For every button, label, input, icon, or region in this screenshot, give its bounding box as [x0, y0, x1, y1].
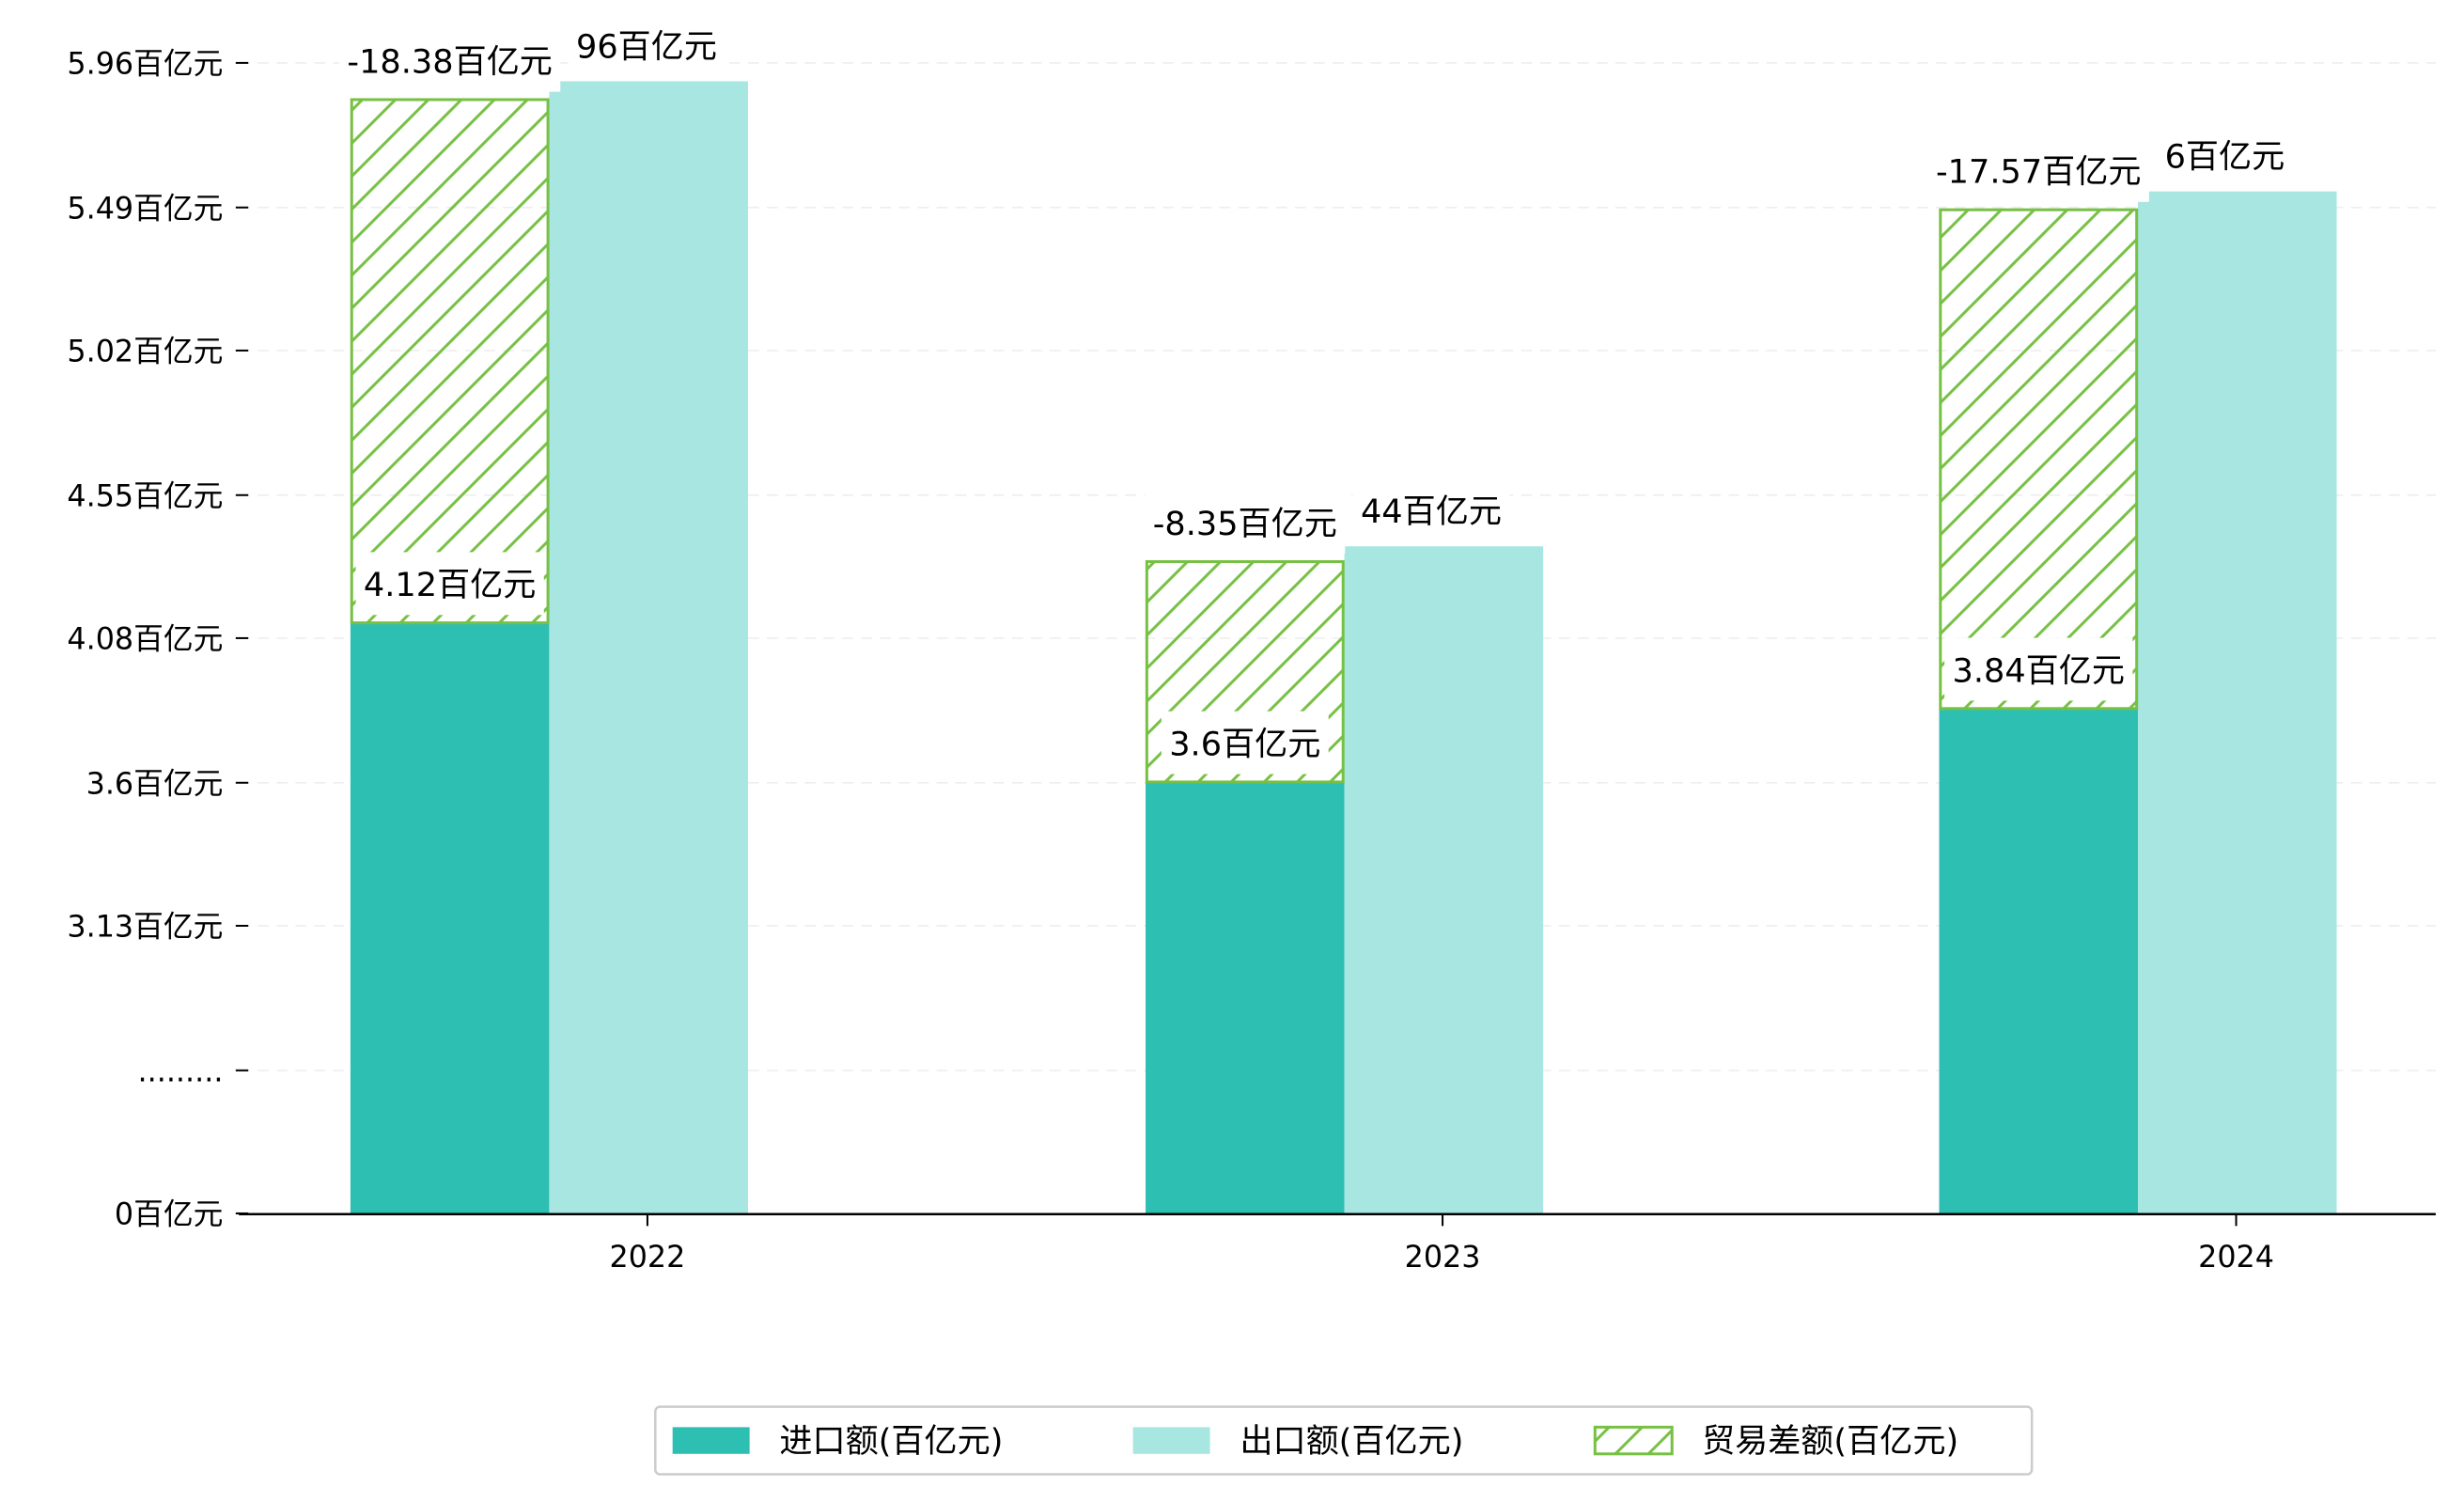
data-labels: -18.38百亿元 96百亿元 4.12百亿元 -8.35百亿元 44百亿元 3.6百亿元…: [339, 13, 2293, 774]
y-tick-label: .........: [138, 1055, 224, 1088]
data-label-text: 96百亿元: [576, 27, 717, 66]
data-label-background: [355, 552, 544, 616]
trade-balance-bar: [1939, 208, 2139, 711]
y-tick-label: 3.13百亿元: [67, 911, 223, 945]
y-tick-label: 3.6百亿元: [86, 767, 224, 801]
y-tick-label: 4.55百亿元: [67, 479, 223, 513]
data-label: 44百亿元: [1352, 478, 1510, 542]
data-label: 96百亿元: [568, 13, 725, 77]
data-label-text: -8.35百亿元: [1153, 505, 1337, 543]
y-tick-label: 4.08百亿元: [67, 623, 223, 657]
data-label-text: 3.6百亿元: [1169, 726, 1320, 764]
import-bar: [1939, 708, 2139, 1213]
data-label: 4.12百亿元: [355, 552, 544, 616]
legend-label: 贸易差额(百亿元): [1702, 1422, 1958, 1461]
data-label-text: 6百亿元: [2165, 138, 2285, 177]
legend-label: 进口额(百亿元): [779, 1422, 1003, 1461]
legend-item: 贸易差额(百亿元): [1593, 1422, 1958, 1461]
data-label-background: [1352, 478, 1510, 542]
legend-swatch: [672, 1427, 750, 1454]
data-label-background: [1161, 711, 1329, 774]
export-bar: [2138, 191, 2337, 1213]
data-label: -8.35百亿元: [1145, 491, 1346, 555]
data-label-text: -18.38百亿元: [347, 43, 553, 82]
legend-label: 出口额(百亿元): [1240, 1422, 1463, 1461]
legend-swatch: [1593, 1425, 1674, 1456]
y-tick-label: 5.49百亿元: [67, 192, 223, 226]
legend-item: 进口额(百亿元): [672, 1422, 1003, 1461]
data-label: 3.84百亿元: [1944, 637, 2133, 701]
import-bar: [1146, 781, 1345, 1213]
data-label: 3.6百亿元: [1161, 711, 1329, 774]
data-label-background: [1927, 138, 2149, 202]
bars: [350, 81, 2337, 1213]
import-bar: [350, 622, 550, 1213]
data-label-background: [2157, 123, 2293, 187]
x-axis: 2022 2023 2024: [610, 1213, 2274, 1275]
legend: 进口额(百亿元) 出口额(百亿元) 贸易差额(百亿元): [654, 1405, 2034, 1476]
x-tick-label: 2024: [2198, 1241, 2274, 1275]
data-label-text: 3.84百亿元: [1952, 651, 2125, 690]
data-label: -18.38百亿元: [339, 28, 561, 92]
data-label-background: [1944, 637, 2133, 701]
data-label-text: 44百亿元: [1361, 493, 1502, 531]
data-label-text: 4.12百亿元: [364, 566, 537, 604]
data-label-background: [339, 28, 561, 92]
export-bar: [1344, 546, 1544, 1213]
data-label-background: [1145, 491, 1346, 555]
trade-balance-bar: [350, 98, 550, 625]
export-bar: [549, 81, 748, 1213]
legend-swatch: [1132, 1427, 1210, 1454]
y-tick-label: 5.02百亿元: [67, 336, 223, 369]
x-tick-label: 2022: [610, 1241, 686, 1275]
legend-item: 出口额(百亿元): [1132, 1422, 1463, 1461]
data-label: 6百亿元: [2157, 123, 2293, 187]
y-axis: 0百亿元......... 3.13百亿元 3.6百亿元 4.08百亿元 4.55百亿元…: [67, 48, 249, 1232]
data-label-background: [568, 13, 725, 77]
y-tick-label: 0百亿元: [115, 1198, 224, 1232]
y-tick-label: 5.96百亿元: [67, 48, 223, 82]
data-label: -17.57百亿元: [1927, 138, 2149, 202]
data-label-text: -17.57百亿元: [1936, 153, 2142, 192]
x-tick-label: 2023: [1405, 1241, 1481, 1275]
